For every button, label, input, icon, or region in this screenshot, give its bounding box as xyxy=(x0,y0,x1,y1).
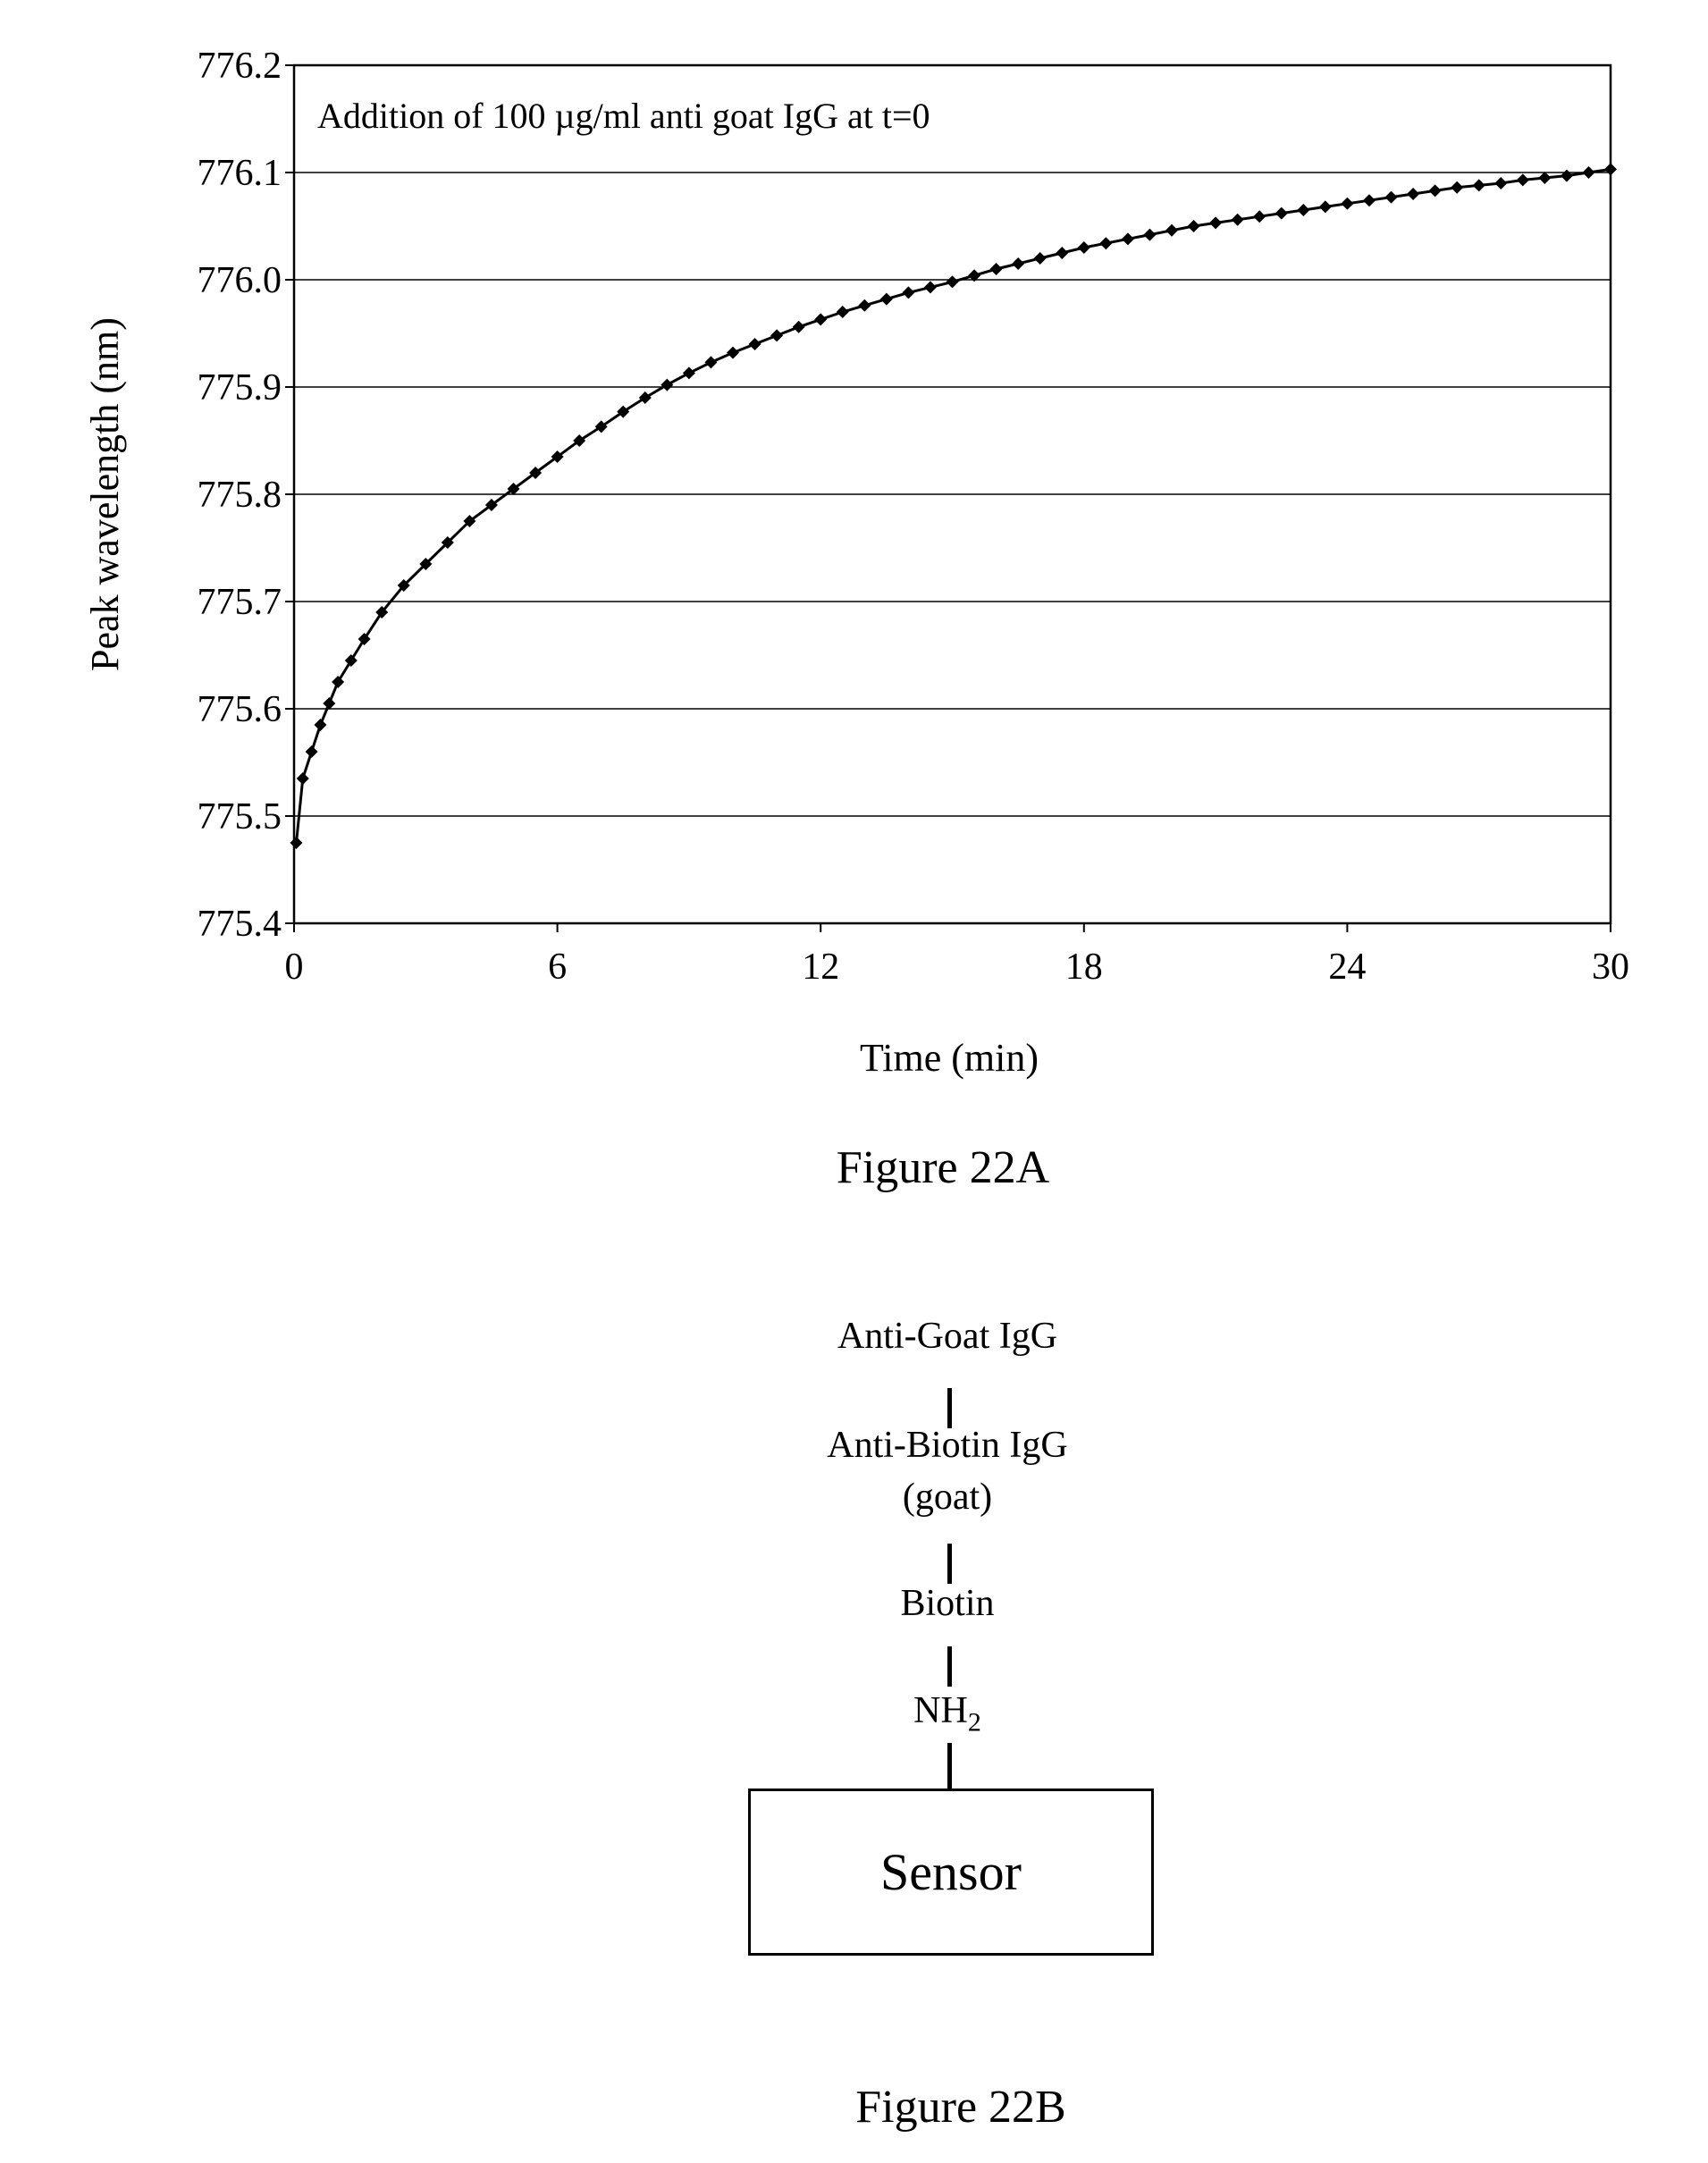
data-point xyxy=(1604,163,1617,175)
data-point xyxy=(749,338,761,350)
y-tick-label: 775.5 xyxy=(198,796,282,837)
data-point xyxy=(1099,237,1112,249)
data-point xyxy=(306,745,318,758)
data-point xyxy=(837,306,849,318)
data-point xyxy=(858,299,871,312)
data-point xyxy=(880,293,893,306)
data-point xyxy=(1034,252,1047,265)
node-biotin: Biotin xyxy=(679,1578,1216,1629)
data-point xyxy=(1122,232,1134,245)
data-point xyxy=(1582,166,1594,179)
x-axis-title: Time (min) xyxy=(860,1036,1039,1080)
node-anti-goat-igg: Anti-Goat IgG xyxy=(679,1310,1216,1362)
data-point xyxy=(727,347,739,359)
data-point xyxy=(314,719,326,731)
series-markers xyxy=(290,163,1617,849)
data-point xyxy=(1078,241,1090,254)
data-point xyxy=(1319,200,1332,213)
data-point xyxy=(947,275,959,288)
nh-subscript: 2 xyxy=(968,1707,981,1737)
data-point xyxy=(793,321,805,333)
x-tick-label: 0 xyxy=(285,947,304,988)
data-point xyxy=(345,654,358,667)
y-tick-label: 775.9 xyxy=(198,367,282,408)
x-tick-label: 6 xyxy=(548,947,567,988)
x-tick-label: 24 xyxy=(1328,947,1366,988)
data-point xyxy=(1494,177,1507,189)
data-point xyxy=(1232,214,1244,226)
data-point xyxy=(1561,170,1573,182)
data-point xyxy=(1012,257,1024,270)
data-point xyxy=(1056,247,1068,259)
connector-3 xyxy=(947,1646,952,1687)
figure-22b-caption: Figure 22B xyxy=(0,2081,1708,2134)
y-tick-label: 776.1 xyxy=(198,153,282,194)
node-nh2: NH2 xyxy=(679,1685,1216,1748)
data-point xyxy=(1451,181,1463,194)
y-tick-label: 776.0 xyxy=(198,260,282,301)
data-point xyxy=(902,286,914,299)
data-point xyxy=(1143,229,1156,241)
data-point xyxy=(1297,204,1309,216)
node-anti-biotin-igg: Anti-Biotin IgG xyxy=(679,1419,1216,1471)
data-point xyxy=(1363,194,1376,206)
data-point xyxy=(297,772,309,785)
data-point xyxy=(323,697,335,710)
data-point xyxy=(1407,188,1419,200)
data-point xyxy=(639,391,652,404)
data-point xyxy=(1188,220,1200,232)
data-point xyxy=(1385,191,1398,204)
data-point xyxy=(924,281,937,293)
data-point xyxy=(1473,179,1485,191)
x-tick-label: 12 xyxy=(802,947,839,988)
data-point xyxy=(683,366,695,379)
data-point xyxy=(1165,224,1178,237)
sensor-label: Sensor xyxy=(880,1842,1022,1902)
data-point xyxy=(1253,210,1266,223)
x-axis-ticks: 0 6 12 18 24 30 xyxy=(285,923,1630,988)
y-tick-label: 775.6 xyxy=(198,689,282,730)
data-point xyxy=(290,837,302,849)
chart-annotation: Addition of 100 µg/ml anti goat IgG at t… xyxy=(317,96,930,136)
node-goat-label: (goat) xyxy=(679,1471,1216,1523)
data-point xyxy=(770,329,783,341)
y-tick-label: 775.7 xyxy=(198,582,282,623)
data-point xyxy=(704,356,717,368)
connector-4 xyxy=(947,1743,952,1789)
y-axis-title: Peak wavelength (nm) xyxy=(83,317,127,671)
data-point xyxy=(814,313,827,325)
y-axis-ticks: 775.4 775.5 775.6 775.7 775.8 775.9 776.0 776.1… xyxy=(198,46,295,945)
data-point xyxy=(660,379,673,391)
x-tick-label: 30 xyxy=(1592,947,1629,988)
data-point xyxy=(990,263,1003,275)
data-point xyxy=(1275,207,1288,220)
figure-22a-caption: Figure 22A xyxy=(0,1141,1708,1194)
y-tick-label: 775.4 xyxy=(198,904,282,945)
sensor-box: Sensor xyxy=(748,1788,1154,1956)
data-point xyxy=(1517,173,1529,186)
y-tick-label: 776.2 xyxy=(198,46,282,87)
y-tick-label: 775.8 xyxy=(198,475,282,516)
data-point xyxy=(1538,172,1551,184)
data-point xyxy=(1341,198,1353,210)
gridlines xyxy=(294,173,1611,816)
data-point xyxy=(1429,184,1442,197)
nh-text: NH xyxy=(913,1690,968,1731)
data-point xyxy=(332,676,344,688)
data-point xyxy=(1209,216,1222,229)
x-tick-label: 18 xyxy=(1065,947,1103,988)
